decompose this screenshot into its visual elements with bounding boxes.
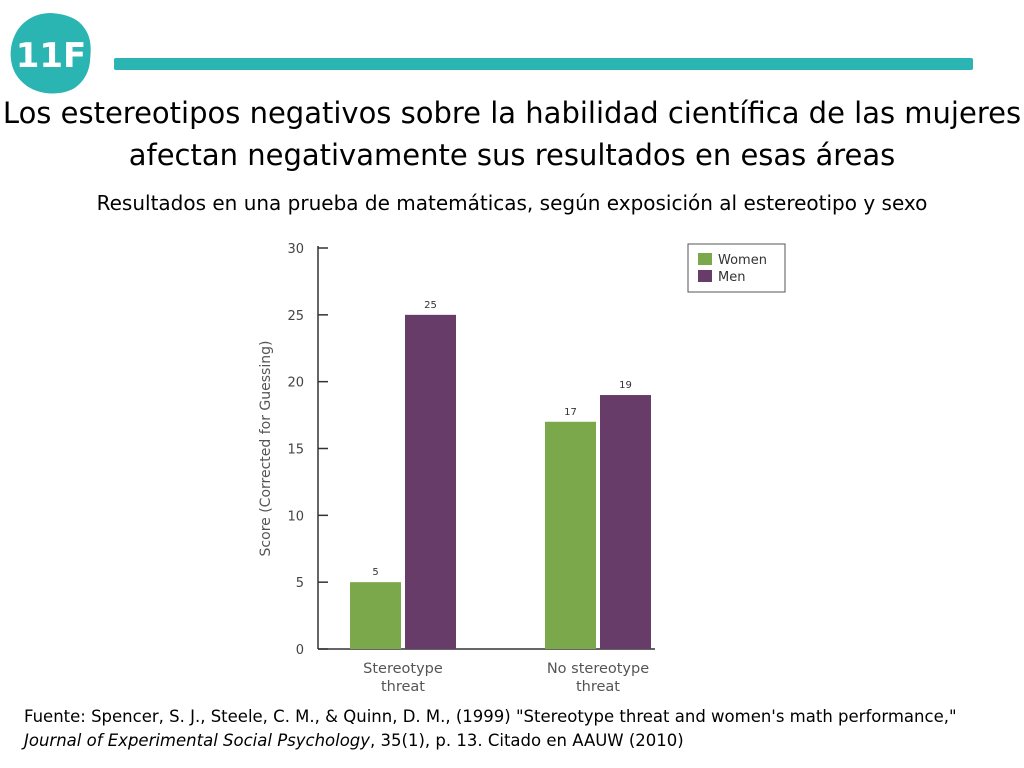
bar-value-label: 5	[372, 567, 378, 578]
legend-box	[687, 243, 786, 293]
bar-value-label: 17	[564, 407, 577, 418]
bar-value-label: 25	[424, 300, 437, 311]
legend-label-women: Women	[718, 253, 767, 268]
source-prefix: Fuente: Spencer, S. J., Steele, C. M., &…	[24, 707, 957, 726]
source-journal: Journal of Experimental Social Psycholog…	[24, 731, 371, 750]
x-tick-label: Stereotype	[363, 661, 443, 677]
y-axis-label: Score (Corrected for Guessing)	[258, 341, 274, 557]
y-tick-label: 20	[287, 376, 304, 391]
title-line-2: afectan negativamente sus resultados en …	[128, 138, 896, 172]
bar-men	[600, 395, 651, 649]
x-tick-label: threat	[381, 679, 425, 695]
page-title: Los estereotipos negativos sobre la habi…	[0, 92, 1024, 176]
y-tick-label: 15	[287, 443, 304, 458]
legend-swatch-women	[698, 253, 712, 265]
y-tick-label: 30	[287, 242, 304, 257]
bar-chart-svg: 0 5 10 15 20 25 30 Score (Corrected for Guessin…	[258, 242, 786, 695]
logo-text: 11F	[16, 36, 87, 76]
bar-men	[405, 314, 456, 649]
y-tick-label: 10	[287, 509, 304, 524]
source-citation: Fuente: Spencer, S. J., Steele, C. M., &…	[24, 705, 1014, 753]
header-accent-bar	[114, 58, 973, 70]
y-tick-label: 25	[287, 309, 304, 324]
x-tick-label: threat	[576, 679, 620, 695]
bar-women	[350, 582, 401, 649]
chart-subtitle: Resultados en una prueba de matemáticas,…	[96, 191, 928, 215]
bar-value-label: 19	[619, 380, 632, 391]
bar-chart: 0 5 10 15 20 25 30 Score (Corrected for Guessin…	[240, 232, 800, 702]
source-suffix: , 35(1), p. 13. Citado en AAUW (2010)	[370, 731, 684, 750]
x-tick-label: No stereotype	[547, 661, 649, 677]
y-tick-label: 5	[296, 576, 304, 591]
brand-logo: 11F	[9, 11, 93, 95]
bar-women	[545, 421, 596, 649]
legend-label-men: Men	[718, 270, 745, 285]
legend-swatch-men	[698, 270, 712, 282]
title-line-1: Los estereotipos negativos sobre la habi…	[2, 96, 1022, 130]
logo-badge-icon: 11F	[10, 13, 91, 94]
y-tick-label: 0	[296, 643, 304, 658]
